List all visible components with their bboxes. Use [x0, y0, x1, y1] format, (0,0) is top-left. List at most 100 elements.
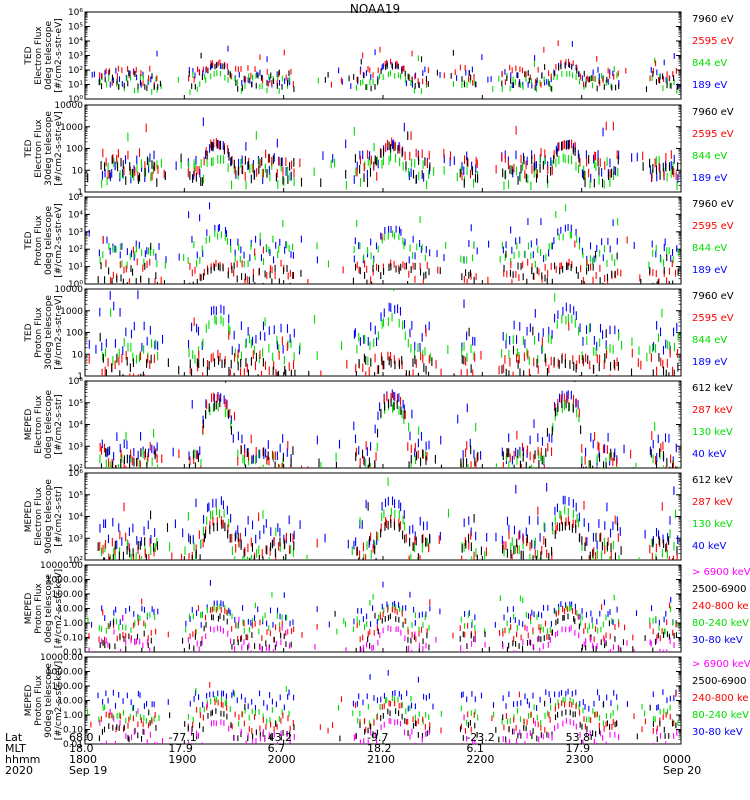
y-axis-label-line: Electron Flux [34, 487, 44, 546]
y-tick-label: 10 [72, 350, 84, 360]
y-tick-label: 100.00 [52, 682, 84, 692]
y-tick-label: 10² [68, 245, 83, 255]
panel-8: 0.010.101.0010.00100.001000.0010000.00ME… [24, 653, 750, 750]
legend-entry: > 6900 keV [692, 567, 750, 578]
y-axis-label-line: Proton Flux [34, 215, 44, 266]
y-axis-label-line: Electron Flux [34, 395, 44, 454]
data-series [87, 131, 679, 188]
legend-entry: 130 keV [692, 519, 733, 530]
y-axis-label-line: TED [24, 46, 34, 65]
y-tick-label: 100 [66, 329, 83, 339]
panel-5: 10² 10³ 10⁴ 10⁵ 10⁶ MEPED Electron Flux 0deg te… [24, 377, 733, 474]
y-axis-label: TED Electron Flux 0deg telescope [#/cm2-s-s… [24, 18, 64, 93]
y-axis-label-line: [#/cm2-s-str] [54, 486, 64, 546]
legend-entry: 844 eV [692, 243, 727, 254]
y-tick-label: 100.00 [52, 590, 84, 600]
y-axis-label-line: 0deg telescope [44, 206, 54, 276]
panel-3: 10⁰ 10¹ 10² 10³ 10⁴ 10⁵ TED Proton Flux 0deg tel… [24, 193, 734, 290]
data-series [99, 482, 679, 550]
y-axis-label-line: [#/cm2-s-str] [54, 394, 64, 454]
legend-entry: > 6900 keV [692, 659, 750, 670]
y-axis-label: TED Electron Flux 30deg telescope [#/cm2-s-… [24, 111, 64, 186]
y-tick-label: 10⁴ [68, 421, 83, 431]
panel-frame [84, 196, 682, 285]
y-tick-label: 10² [68, 556, 83, 566]
data-series [88, 614, 675, 652]
data-series [90, 681, 677, 734]
legend-entry: 2595 eV [692, 129, 734, 140]
legend-entry: 240-800 ke [692, 693, 749, 704]
y-axis-label-line: MEPED [24, 685, 34, 717]
y-tick-label: 10⁶ [68, 377, 83, 387]
y-axis-label: MEPED Proton Flux 0deg telescope [#/cm2-s-s… [24, 569, 64, 648]
y-axis-label-line: TED [24, 231, 34, 250]
y-tick-label: 1000.00 [46, 668, 83, 678]
y-tick-label: 10⁵ [68, 23, 83, 33]
legend-entry: 189 eV [692, 265, 727, 276]
y-tick-label: 10.00 [57, 697, 83, 707]
y-tick-label: 10⁵ [68, 491, 83, 501]
y-tick-label: 10⁵ [68, 399, 83, 409]
legend-entry: 287 keV [692, 405, 733, 416]
data-series [101, 389, 677, 466]
y-axis-label-line: [#/cm2-s-str-eV] [54, 203, 64, 278]
legend-entry: 7960 eV [692, 199, 734, 210]
data-series [88, 202, 678, 264]
legend-entry: 287 keV [692, 497, 733, 508]
y-axis-label-line: 30deg telescope [44, 111, 54, 186]
data-series [88, 290, 678, 355]
y-axis-label-line: [#/cm2-s-str-eV] [54, 18, 64, 93]
legend-entry: 130 keV [692, 427, 733, 438]
data-series [99, 204, 679, 269]
y-tick-label: 1000.00 [46, 576, 83, 586]
legend-entry: 189 eV [692, 357, 727, 368]
y-tick-label: 10⁰ [68, 280, 83, 290]
data-series [87, 591, 679, 635]
y-axis-label-line: MEPED [24, 593, 34, 625]
legend-entry: 612 keV [692, 475, 733, 486]
y-axis-label: MEPED Electron Flux 0deg telescope [#/cm2-s… [24, 390, 64, 460]
legend-entry: 7960 eV [692, 14, 734, 25]
y-axis-label-line: 0deg telescope [44, 390, 54, 460]
y-tick-label: 1 [77, 372, 83, 382]
y-tick-label: 10⁵ [68, 193, 83, 203]
data-series [99, 500, 678, 560]
legend-entry: 2595 eV [692, 36, 734, 47]
panel-frame [84, 380, 682, 469]
y-tick-label: 10⁴ [68, 513, 83, 523]
y-axis-label-line: Electron Flux [34, 119, 44, 178]
panel-6: 10² 10³ 10⁴ 10⁵ 10⁶ MEPED Electron Flux 90deg t… [24, 469, 733, 566]
y-tick-label: 10⁴ [68, 37, 83, 47]
y-axis-label-line: [#/cm2-s-str-keV] [54, 569, 64, 648]
data-series [97, 669, 677, 712]
y-tick-label: 10³ [68, 52, 83, 62]
legend-entry: 189 eV [692, 173, 727, 184]
y-axis-label-line: Proton Flux [34, 307, 44, 358]
legend-entry: 2500-6900 [692, 676, 747, 687]
data-series [97, 242, 679, 284]
y-tick-label: 10.00 [57, 605, 83, 615]
panel-7: 0.010.101.0010.00100.001000.0010000.00ME… [24, 561, 750, 658]
y-tick-label: 0.01 [63, 648, 83, 658]
y-tick-label: 1 [77, 188, 83, 198]
y-tick-label: 1000 [60, 123, 83, 133]
y-axis-label-line: Electron Flux [34, 26, 44, 85]
legend-entry: 7960 eV [692, 107, 734, 118]
panel-frame [84, 11, 682, 100]
y-tick-label: 0.10 [63, 634, 83, 644]
legend-entry: 844 eV [692, 335, 727, 346]
data-series [99, 401, 679, 468]
y-axis-label-line: [#/cm2-s-str-eV] [54, 295, 64, 370]
y-axis-label-line: 90deg telescope [44, 663, 54, 738]
y-axis-label: TED Proton Flux 30deg telescope [#/cm2-s-st… [24, 295, 64, 370]
y-tick-label: 10000.00 [40, 653, 83, 663]
legend-entry: 189 eV [692, 80, 727, 91]
y-axis-label-line: MEPED [24, 501, 34, 533]
y-tick-label: 10000.00 [40, 561, 83, 571]
y-tick-label: 10³ [68, 442, 83, 452]
y-tick-label: 1.00 [63, 711, 83, 721]
y-axis-label-line: TED [24, 323, 34, 342]
data-series [98, 49, 678, 93]
